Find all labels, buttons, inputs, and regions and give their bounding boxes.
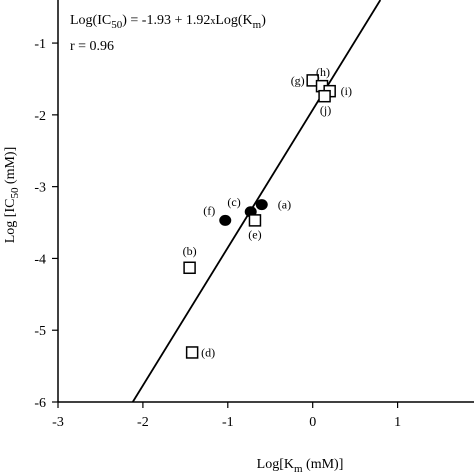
point-label: (i) (341, 84, 352, 98)
data-point-open (318, 89, 331, 103)
data-point-filled (219, 214, 232, 226)
point-label: (f) (203, 203, 215, 217)
regression-line (131, 0, 382, 403)
x-tick-label: -2 (137, 415, 149, 430)
data-point-open (185, 346, 199, 359)
y-axis-title: Log [IC50 (mM)] (3, 147, 21, 244)
point-labels: (a) (c) (f) (b) (d) (e) (g) (h) (i) (j) (183, 65, 352, 359)
y-tick-label: -3 (34, 181, 46, 196)
point-label: (j) (320, 103, 331, 117)
point-label: (b) (183, 244, 197, 258)
point-label: (a) (278, 198, 291, 212)
plot-frame (57, 0, 474, 403)
x-tick-label: -3 (52, 415, 64, 430)
data-point-open (248, 214, 262, 227)
x-tick-label: 1 (394, 415, 401, 430)
regression-equation: Log(IC50) = -1.93 + 1.92xLog(Km) (70, 13, 266, 31)
y-tick-label: -1 (34, 37, 46, 52)
data-point-filled (255, 199, 268, 211)
point-label: (c) (227, 195, 240, 209)
data-points (183, 74, 336, 359)
x-axis-title: Log[Km (mM)] (257, 457, 344, 474)
x-tick-label: -1 (222, 415, 234, 430)
y-tick-label: -4 (34, 252, 46, 267)
point-label: (h) (316, 65, 330, 79)
point-label: (d) (201, 345, 215, 359)
correlation-coefficient: r = 0.96 (70, 39, 114, 54)
y-tick-label: -2 (34, 109, 46, 124)
regression-layer (131, 0, 382, 403)
x-tick-label: 0 (309, 415, 316, 430)
point-label: (e) (248, 227, 261, 241)
axis-ticks: -3 -2 -1 0 1 -6 -5 -4 -3 -2 -1 (34, 37, 401, 430)
y-tick-label: -6 (34, 396, 46, 411)
y-tick-label: -5 (34, 324, 46, 339)
data-point-open (183, 261, 196, 275)
point-label: (g) (291, 73, 305, 87)
